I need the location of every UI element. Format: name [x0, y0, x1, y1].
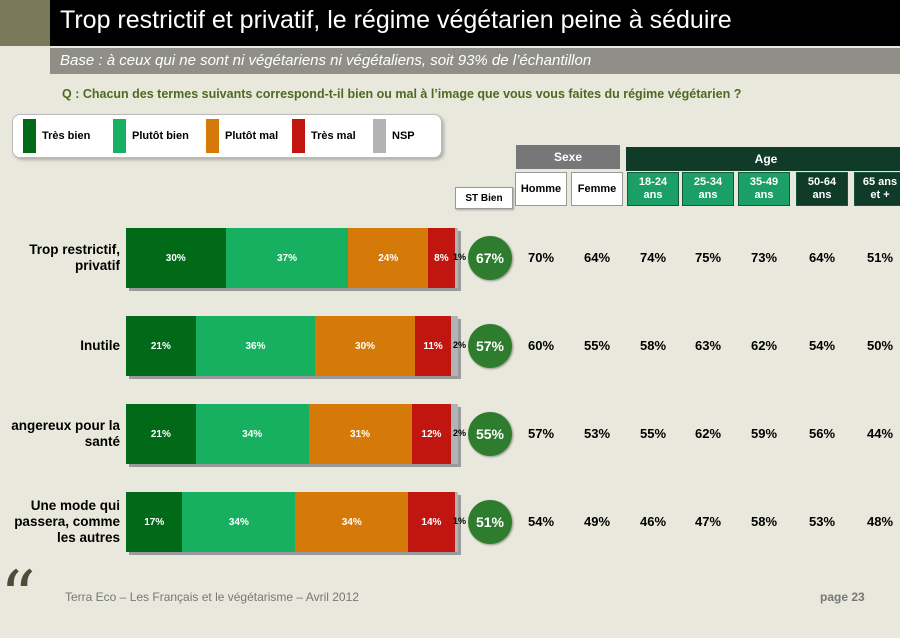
bar-segment-nsp [451, 404, 458, 464]
nsp-label: 2% [453, 340, 467, 350]
bar-segment-tres-mal: 11% [414, 316, 452, 376]
table-cell: 44% [866, 426, 894, 441]
footer-text: Terra Eco – Les Français et le végétaris… [65, 590, 359, 604]
legend-item-nsp: NSP [373, 119, 415, 153]
row-label: Trop restrictif, privatif [29, 242, 120, 273]
row-label: Inutile [80, 338, 120, 353]
table-cell: 73% [750, 250, 778, 265]
legend-swatch [292, 119, 305, 153]
legend-swatch [373, 119, 386, 153]
table-cell: 58% [750, 514, 778, 529]
st-bien-circle: 51% [468, 500, 512, 544]
survey-question: Q : Chacun des termes suivants correspon… [62, 87, 742, 101]
table-cell: 53% [808, 514, 836, 529]
stacked-bar: 30% 37% 24% 8% [126, 228, 458, 288]
bar-segment-tres-bien: 17% [126, 492, 183, 552]
legend-item-tres-bien: Très bien [23, 119, 90, 153]
bar-segment-nsp [454, 228, 458, 288]
column-header: 50-64 ans [796, 172, 848, 206]
table-cell: 63% [694, 338, 722, 353]
title-accent [0, 0, 50, 46]
bar-segment-plutot-bien: 36% [195, 316, 316, 376]
column-header: 25-34 ans [682, 172, 734, 206]
table-cell: 75% [694, 250, 722, 265]
bar-segment-plutot-mal: 24% [348, 228, 429, 288]
table-cell: 54% [808, 338, 836, 353]
legend-label: NSP [392, 130, 415, 142]
table-cell: 46% [639, 514, 667, 529]
legend-swatch [206, 119, 219, 153]
table-cell: 55% [639, 426, 667, 441]
bar-segment-tres-mal: 12% [411, 404, 452, 464]
title-bar [0, 0, 900, 46]
stacked-bar: 17% 34% 34% 14% [126, 492, 458, 552]
table-cell: 64% [808, 250, 836, 265]
legend-label: Très mal [311, 130, 356, 142]
bar-segment-plutot-bien: 34% [182, 492, 296, 552]
stacked-bar: 21% 36% 30% 11% [126, 316, 458, 376]
st-bien-circle: 57% [468, 324, 512, 368]
bar-segment-tres-bien: 21% [126, 316, 196, 376]
nsp-label: 1% [453, 252, 467, 262]
column-header: 18-24 ans [627, 172, 679, 206]
legend-swatch [113, 119, 126, 153]
table-cell: 56% [808, 426, 836, 441]
table-cell: 49% [583, 514, 611, 529]
group-header-age: Age [626, 147, 900, 171]
st-bien-header: ST Bien [455, 187, 513, 209]
table-cell: 62% [694, 426, 722, 441]
subtitle-bar [50, 48, 900, 74]
legend-swatch [23, 119, 36, 153]
table-cell: 74% [639, 250, 667, 265]
bar-segment-plutot-bien: 34% [195, 404, 309, 464]
column-header: Femme [571, 172, 623, 206]
legend-item-plutot-bien: Plutôt bien [113, 119, 189, 153]
column-header: Homme [515, 172, 567, 206]
bar-segment-tres-mal: 8% [428, 228, 455, 288]
st-bien-circle: 55% [468, 412, 512, 456]
bar-segment-plutot-mal: 31% [308, 404, 412, 464]
st-bien-circle: 67% [468, 236, 512, 280]
nsp-label: 2% [453, 428, 467, 438]
row-label: angereux pour la santé [11, 418, 120, 449]
table-cell: 54% [527, 514, 555, 529]
group-header-sexe: Sexe [516, 145, 620, 169]
table-cell: 58% [639, 338, 667, 353]
page-subtitle: Base : à ceux qui ne sont ni végétariens… [60, 52, 592, 69]
stacked-bar: 21% 34% 31% 12% [126, 404, 458, 464]
table-cell: 53% [583, 426, 611, 441]
table-cell: 60% [527, 338, 555, 353]
legend: Très bien Plutôt bien Plutôt mal Très mal NS… [12, 114, 442, 158]
legend-item-tres-mal: Très mal [292, 119, 356, 153]
legend-label: Plutôt bien [132, 130, 189, 142]
bar-segment-plutot-mal: 34% [295, 492, 409, 552]
row-label: Une mode qui passera, comme les autres [14, 498, 120, 545]
bar-segment-plutot-mal: 30% [315, 316, 415, 376]
quote-icon: “ [0, 556, 36, 638]
table-cell: 70% [527, 250, 555, 265]
column-header: 65 ans et + [854, 172, 900, 206]
page-title: Trop restrictif et privatif, le régime v… [60, 6, 732, 34]
bar-segment-plutot-bien: 37% [225, 228, 349, 288]
bar-segment-nsp [454, 492, 458, 552]
bar-segment-tres-bien: 21% [126, 404, 196, 464]
nsp-label: 1% [453, 516, 467, 526]
legend-label: Très bien [42, 130, 91, 142]
table-cell: 64% [583, 250, 611, 265]
column-header: 35-49 ans [738, 172, 790, 206]
table-cell: 62% [750, 338, 778, 353]
table-cell: 51% [866, 250, 894, 265]
table-cell: 57% [527, 426, 555, 441]
page-number: page 23 [820, 590, 865, 604]
table-cell: 55% [583, 338, 611, 353]
bar-segment-tres-mal: 14% [408, 492, 455, 552]
bar-segment-nsp [451, 316, 458, 376]
legend-item-plutot-mal: Plutôt mal [206, 119, 278, 153]
table-cell: 50% [866, 338, 894, 353]
table-cell: 47% [694, 514, 722, 529]
table-cell: 48% [866, 514, 894, 529]
table-cell: 59% [750, 426, 778, 441]
bar-segment-tres-bien: 30% [126, 228, 226, 288]
legend-label: Plutôt mal [225, 130, 279, 142]
